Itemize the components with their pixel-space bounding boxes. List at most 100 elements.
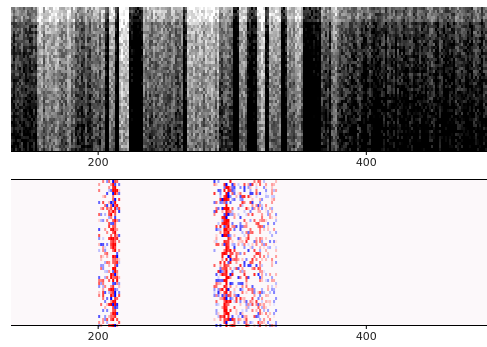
heatmap-cell bbox=[115, 28, 117, 31]
heatmap-cell bbox=[179, 109, 181, 112]
heatmap-cell bbox=[213, 121, 215, 124]
heatmap-cell bbox=[11, 97, 13, 100]
heatmap-cell bbox=[83, 16, 85, 19]
heatmap-cell bbox=[203, 145, 205, 148]
heatmap-cell bbox=[77, 16, 79, 19]
heatmap-cell bbox=[85, 94, 87, 97]
heatmap-cell bbox=[173, 148, 175, 151]
heatmap-cell bbox=[195, 82, 197, 85]
heatmap-cell bbox=[45, 55, 47, 58]
heatmap-cell bbox=[191, 142, 193, 145]
heatmap-cell bbox=[211, 136, 213, 139]
heatmap-cell bbox=[175, 142, 177, 145]
heatmap-cell bbox=[141, 88, 143, 91]
heatmap-cell bbox=[15, 97, 17, 100]
heatmap-cell bbox=[187, 10, 189, 13]
heatmap-cell bbox=[139, 94, 141, 97]
heatmap-cell bbox=[139, 7, 141, 10]
heatmap-cell bbox=[145, 55, 147, 58]
heatmap-cell bbox=[57, 37, 59, 40]
heatmap-cell bbox=[183, 79, 185, 82]
heatmap-cell bbox=[11, 67, 13, 70]
heatmap-cell bbox=[175, 91, 177, 94]
heatmap-cell bbox=[155, 19, 157, 22]
heatmap-cell bbox=[95, 115, 97, 118]
heatmap-cell bbox=[55, 118, 57, 121]
heatmap-cell bbox=[13, 142, 15, 145]
heatmap-cell bbox=[55, 25, 57, 28]
heatmap-cell bbox=[159, 13, 161, 16]
heatmap-cell bbox=[139, 136, 141, 139]
heatmap-cell bbox=[125, 106, 127, 109]
heatmap-cell bbox=[71, 43, 73, 46]
heatmap-cell bbox=[59, 118, 61, 121]
heatmap-cell bbox=[129, 67, 131, 70]
heatmap-cell bbox=[169, 34, 171, 37]
heatmap-cell bbox=[13, 118, 15, 121]
heatmap-cell bbox=[107, 82, 109, 85]
heatmap-cell bbox=[103, 112, 105, 115]
heatmap-cell bbox=[17, 133, 19, 136]
heatmap-cell bbox=[203, 10, 205, 13]
heatmap-cell bbox=[105, 19, 107, 22]
heatmap-cell bbox=[73, 118, 75, 121]
heatmap-cell bbox=[105, 85, 107, 88]
heatmap-cell bbox=[61, 76, 63, 79]
heatmap-cell bbox=[173, 103, 175, 106]
heatmap-cell bbox=[137, 103, 139, 106]
heatmap-cell bbox=[149, 91, 151, 94]
heatmap-cell bbox=[125, 94, 127, 97]
heatmap-cell bbox=[157, 139, 159, 142]
heatmap-cell bbox=[165, 145, 167, 148]
heatmap-cell bbox=[123, 46, 125, 49]
heatmap-cell bbox=[41, 10, 43, 13]
heatmap-cell bbox=[155, 25, 157, 28]
heatmap-cell bbox=[67, 43, 69, 46]
heatmap-cell bbox=[157, 40, 159, 43]
heatmap-cell bbox=[79, 82, 81, 85]
heatmap-cell bbox=[25, 25, 27, 28]
heatmap-cell bbox=[115, 34, 117, 37]
heatmap-cell bbox=[85, 85, 87, 88]
heatmap-cell bbox=[143, 13, 145, 16]
heatmap-cell bbox=[73, 142, 75, 145]
heatmap-cell bbox=[199, 58, 201, 61]
heatmap-cell bbox=[55, 82, 57, 85]
heatmap-cell bbox=[35, 55, 37, 58]
heatmap-cell bbox=[161, 16, 163, 19]
heatmap-cell bbox=[213, 7, 215, 10]
heatmap-cell bbox=[155, 58, 157, 61]
heatmap-cell bbox=[23, 136, 25, 139]
heatmap-cell bbox=[87, 67, 89, 70]
heatmap-cell bbox=[51, 100, 53, 103]
heatmap-cell bbox=[207, 40, 209, 43]
heatmap-cell bbox=[165, 130, 167, 133]
heatmap-cell bbox=[205, 121, 207, 124]
heatmap-cell bbox=[141, 43, 143, 46]
heatmap-cell bbox=[65, 76, 67, 79]
heatmap-cell bbox=[163, 100, 165, 103]
heatmap-cell bbox=[35, 133, 37, 136]
heatmap-cell bbox=[55, 31, 57, 34]
heatmap-cell bbox=[47, 16, 49, 19]
heatmap-cell bbox=[149, 34, 151, 37]
heatmap-cell bbox=[121, 49, 123, 52]
heatmap-cell bbox=[121, 55, 123, 58]
heatmap-cell bbox=[133, 37, 135, 40]
heatmap-cell bbox=[129, 106, 131, 109]
heatmap-cell bbox=[183, 139, 185, 142]
heatmap-cell bbox=[55, 22, 57, 25]
heatmap-cell bbox=[207, 130, 209, 133]
heatmap-cell bbox=[97, 115, 99, 118]
heatmap-cell bbox=[85, 40, 87, 43]
heatmap-cell bbox=[75, 46, 77, 49]
heatmap-cell bbox=[147, 79, 149, 82]
heatmap-cell bbox=[187, 97, 189, 100]
heatmap-cell bbox=[95, 31, 97, 34]
heatmap-cell bbox=[139, 52, 141, 55]
heatmap-cell bbox=[43, 127, 45, 130]
heatmap-cell bbox=[119, 40, 121, 43]
heatmap-cell bbox=[45, 13, 47, 16]
heatmap-cell bbox=[55, 88, 57, 91]
heatmap-cell bbox=[79, 16, 81, 19]
